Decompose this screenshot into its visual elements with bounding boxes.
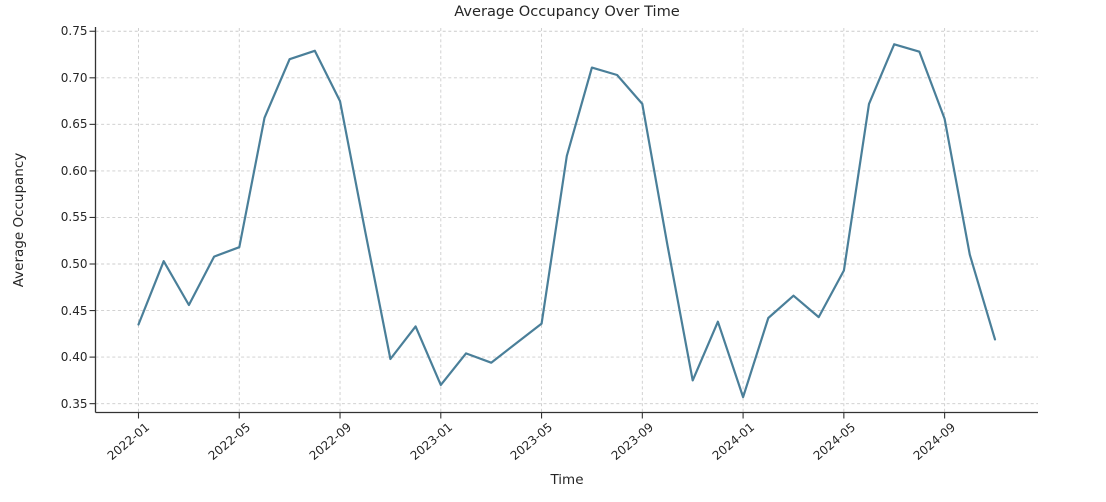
occupancy-line-series bbox=[137, 43, 997, 399]
gridlines bbox=[95, 28, 1038, 413]
y-axis-label: Average Occupancy bbox=[11, 152, 27, 288]
line-series-path bbox=[137, 43, 997, 399]
axes-spines bbox=[94, 27, 1038, 414]
y-tick-label: 0.60 bbox=[60, 163, 88, 178]
y-tick-label: 0.65 bbox=[60, 117, 88, 132]
y-tick-label: 0.50 bbox=[60, 257, 88, 271]
x-axis-label: Time bbox=[550, 472, 584, 488]
y-tick-label: 0.35 bbox=[60, 396, 88, 411]
tick-marks bbox=[89, 30, 946, 419]
y-tick-label: 0.75 bbox=[60, 24, 88, 39]
y-tick-label: 0.55 bbox=[60, 210, 88, 225]
y-tick-label: 0.70 bbox=[60, 70, 88, 85]
chart-title: Average Occupancy Over Time bbox=[454, 3, 680, 20]
y-tick-label: 0.45 bbox=[60, 303, 88, 318]
y-tick-label: 0.40 bbox=[60, 350, 88, 365]
